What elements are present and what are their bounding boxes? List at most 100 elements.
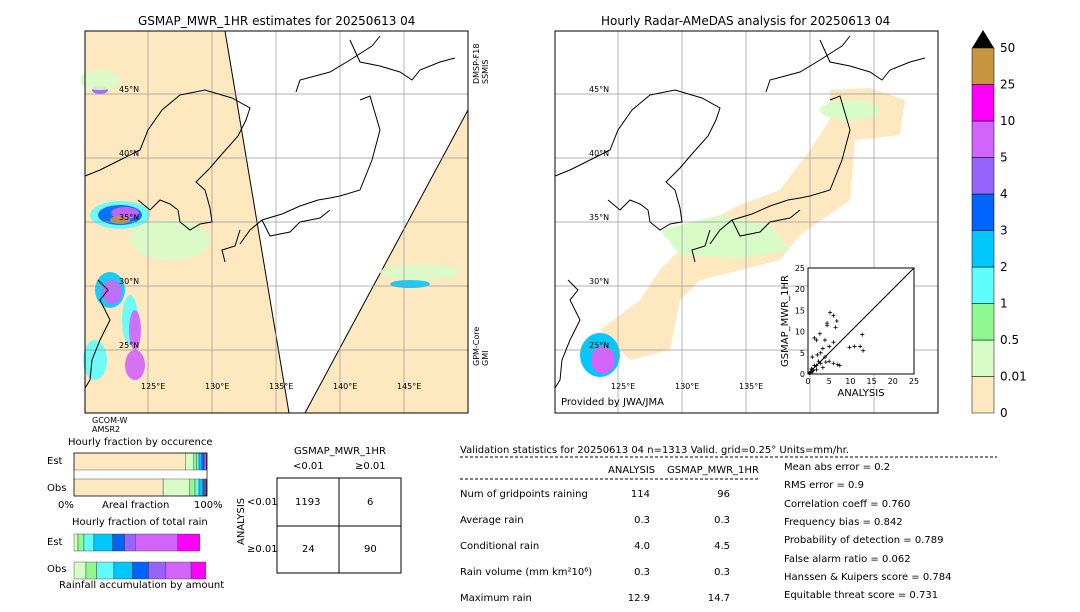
scatter-ylabel: GSMAP_MWR_1HR (780, 275, 791, 367)
col-header-2: ≥0.01 (355, 461, 386, 472)
rain-area (380, 264, 460, 280)
scatter-x-tick: 25 (909, 377, 919, 386)
scatter-point (858, 344, 863, 349)
rain-xlabel: Rainfall accumulation by amount (59, 580, 225, 591)
cell-2: 6 (367, 497, 374, 508)
bar-segment (185, 452, 194, 471)
lat-label: 30°N (119, 277, 139, 286)
scatter-y-tick: 25 (795, 264, 805, 273)
stat-gsmap: 0.3 (714, 567, 730, 578)
scatter-y-tick: 15 (795, 306, 805, 315)
lon-label: 140°E (333, 382, 357, 391)
bar-segment (198, 478, 204, 497)
scatter-point (820, 365, 825, 370)
scatter-point (835, 362, 840, 367)
colorbar-label: 0 (1000, 406, 1008, 420)
stat-label: Maximum rain (460, 593, 532, 604)
colorbar-label: 4 (1000, 187, 1008, 201)
stat-gsmap: 96 (717, 489, 730, 500)
bar-segment (193, 452, 197, 471)
coastline (84, 35, 456, 389)
bar-segment (73, 533, 79, 552)
rain-area (130, 220, 210, 260)
score-line: RMS error = 0.9 (784, 480, 864, 492)
score-line: False alarm ratio = 0.062 (784, 553, 911, 565)
scatter-point (847, 345, 852, 350)
stat-label: Num of gridpoints raining (460, 489, 588, 500)
bar-segment (196, 452, 200, 471)
credit: Provided by JWA/JMA (561, 397, 664, 408)
row-header-2: ≥0.01 (247, 544, 278, 555)
tick-100: 100% (194, 500, 223, 511)
scatter-point (818, 361, 823, 366)
sat-label-bottom: GPM-Core GMI (472, 326, 490, 366)
bar-segment (189, 478, 196, 497)
scatter-point (823, 360, 828, 365)
rain-area (80, 70, 120, 90)
scatter-x-tick: 10 (845, 377, 855, 386)
col-header-1: <0.01 (293, 461, 324, 472)
rain-area (591, 346, 615, 374)
scatter-point (814, 367, 819, 372)
scatter-point (808, 370, 813, 375)
cell-1: 1193 (295, 497, 321, 508)
bar-segment (77, 533, 85, 552)
lat-label: 45°N (589, 85, 609, 94)
scatter-point (822, 355, 827, 360)
rain-area (820, 100, 880, 120)
colorbar-segment (971, 157, 995, 195)
bar-segment (162, 478, 190, 497)
lon-label: 125°E (611, 382, 635, 391)
colorbar-segment (971, 339, 995, 377)
est-label-2: Est (47, 537, 63, 548)
colorbar-label: 3 (1000, 224, 1008, 238)
bar-segment (194, 478, 200, 497)
scatter-point (820, 346, 825, 351)
colorbar-label: 1 (1000, 297, 1008, 311)
scatter-point (831, 313, 836, 318)
scatter-x-tick: 5 (827, 377, 832, 386)
bar-segment (85, 561, 97, 580)
cell-3: 24 (302, 544, 315, 555)
coastline (554, 35, 926, 389)
rain-area (390, 280, 430, 288)
row-label: ANALYSIS (236, 497, 247, 545)
occurrence-xlabel: Areal fraction (102, 500, 170, 511)
stat-gsmap: 4.5 (714, 541, 730, 552)
colorbar-label: 25 (1000, 78, 1015, 92)
scatter-point (815, 352, 820, 357)
sat-label-top: DMSP-F18 SSMIS (472, 43, 490, 84)
scatter-y-tick: 20 (795, 285, 805, 294)
colorbar-label: 0.01 (1000, 370, 1027, 384)
score-line: Hanssen & Kuipers score = 0.784 (784, 571, 952, 583)
lon-label: 130°E (205, 382, 229, 391)
right-map-title: Hourly Radar-AMeDAS analysis for 2025061… (601, 14, 891, 28)
scatter-point (814, 338, 819, 343)
colorbar-label: 0.5 (1000, 333, 1019, 347)
rain-area (660, 215, 790, 258)
colorbar-extend-arrow (972, 30, 994, 48)
lat-label: 30°N (589, 277, 609, 286)
stats-header: Validation statistics for 20250613 04 n=… (460, 445, 849, 456)
stat-analysis: 0.3 (634, 567, 650, 578)
bar-segment (201, 452, 204, 471)
colorbar-segment (971, 303, 995, 341)
bar-segment (112, 533, 125, 552)
lon-label: 135°E (269, 382, 293, 391)
scatter-y-tick: 10 (795, 328, 805, 337)
scatter-point (827, 359, 832, 364)
score-line: Correlation coeff = 0.760 (784, 498, 911, 510)
scatter-x-tick: 15 (867, 377, 877, 386)
map-frame (554, 30, 939, 414)
scatter-point (810, 355, 815, 360)
lat-label: 35°N (589, 213, 609, 222)
bar-segment (165, 561, 192, 580)
colorbar-segment (971, 84, 995, 122)
score-line: Equitable threat score = 0.731 (784, 590, 939, 602)
bar-segment (177, 533, 200, 552)
scatter-point (831, 361, 836, 366)
lat-label: 45°N (119, 85, 139, 94)
lat-label: 40°N (589, 149, 609, 158)
lat-label: 25°N (119, 341, 139, 350)
diagonal-line (807, 267, 915, 375)
